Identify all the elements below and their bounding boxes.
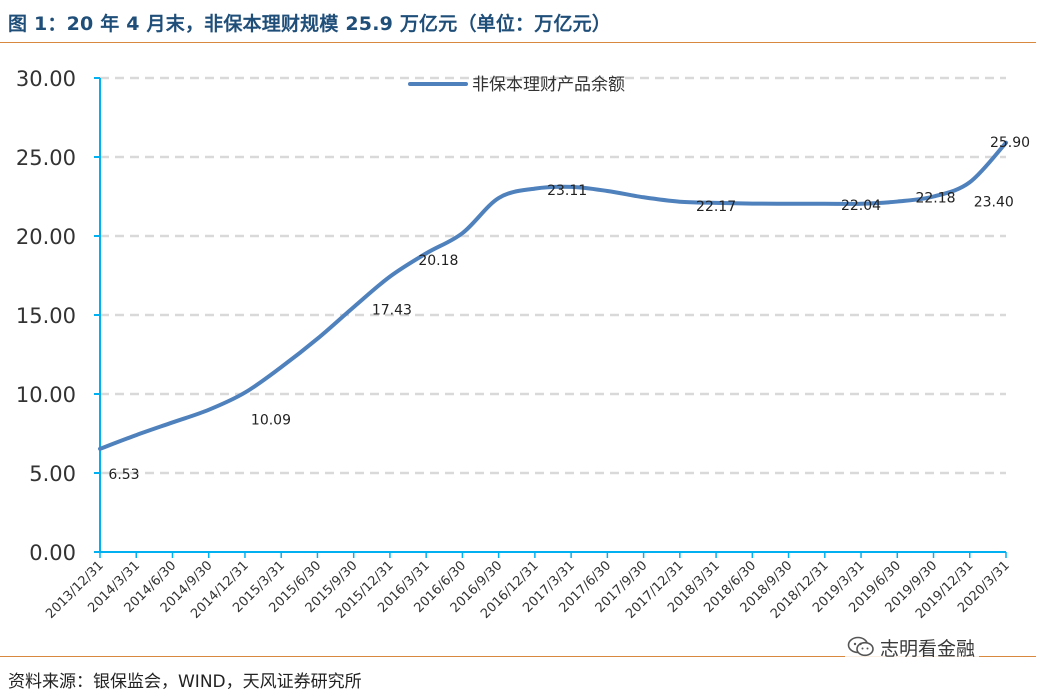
watermark: 志明看金融 xyxy=(845,632,980,662)
source-note: 资料来源：银保监会，WIND，天风证券研究所 xyxy=(8,672,362,692)
legend-label: 非保本理财产品余额 xyxy=(472,75,625,95)
figure-title: 图 1：20 年 4 月末，非保本理财规模 25.9 万亿元（单位：万亿元） xyxy=(8,13,612,35)
data-labels: 6.53 10.09 17.43 20.18 23.11 22.17 22.04 22.18 2… xyxy=(108,135,1030,483)
title-divider xyxy=(0,42,1036,43)
data-label: 20.18 xyxy=(418,253,458,269)
y-tick-label: 25.00 xyxy=(16,146,76,170)
series-layer xyxy=(98,140,1008,451)
y-tick-label: 30.00 xyxy=(16,67,76,91)
y-tick-label: 15.00 xyxy=(16,304,76,328)
data-label: 23.40 xyxy=(974,194,1014,210)
axes xyxy=(94,77,1007,558)
data-label: 25.90 xyxy=(990,135,1030,151)
data-label: 22.04 xyxy=(841,198,881,214)
data-label: 23.11 xyxy=(547,183,587,199)
data-label: 10.09 xyxy=(251,413,291,429)
data-label: 6.53 xyxy=(108,467,139,483)
y-tick-label: 5.00 xyxy=(29,462,76,486)
data-label: 22.18 xyxy=(915,191,955,207)
gridlines xyxy=(100,76,1006,475)
legend: 非保本理财产品余额 xyxy=(408,75,625,95)
data-label: 22.17 xyxy=(696,199,736,215)
y-axis-ticks: 0.00 5.00 10.00 15.00 20.00 25.00 30.00 xyxy=(16,67,76,565)
line-chart: 0.00 5.00 10.00 15.00 20.00 25.00 30.00 2013/1… xyxy=(16,67,1030,622)
series-line xyxy=(98,140,1008,451)
y-tick-label: 10.00 xyxy=(16,383,76,407)
y-tick-label: 20.00 xyxy=(16,225,76,249)
watermark-text: 志明看金融 xyxy=(880,637,976,660)
data-label: 17.43 xyxy=(372,303,412,319)
x-axis-ticks: 2013/12/312014/3/312014/6/302014/9/30201… xyxy=(43,558,1013,622)
y-tick-label: 0.00 xyxy=(29,541,76,565)
footer-divider xyxy=(0,656,1036,657)
wechat-icon xyxy=(847,636,874,657)
